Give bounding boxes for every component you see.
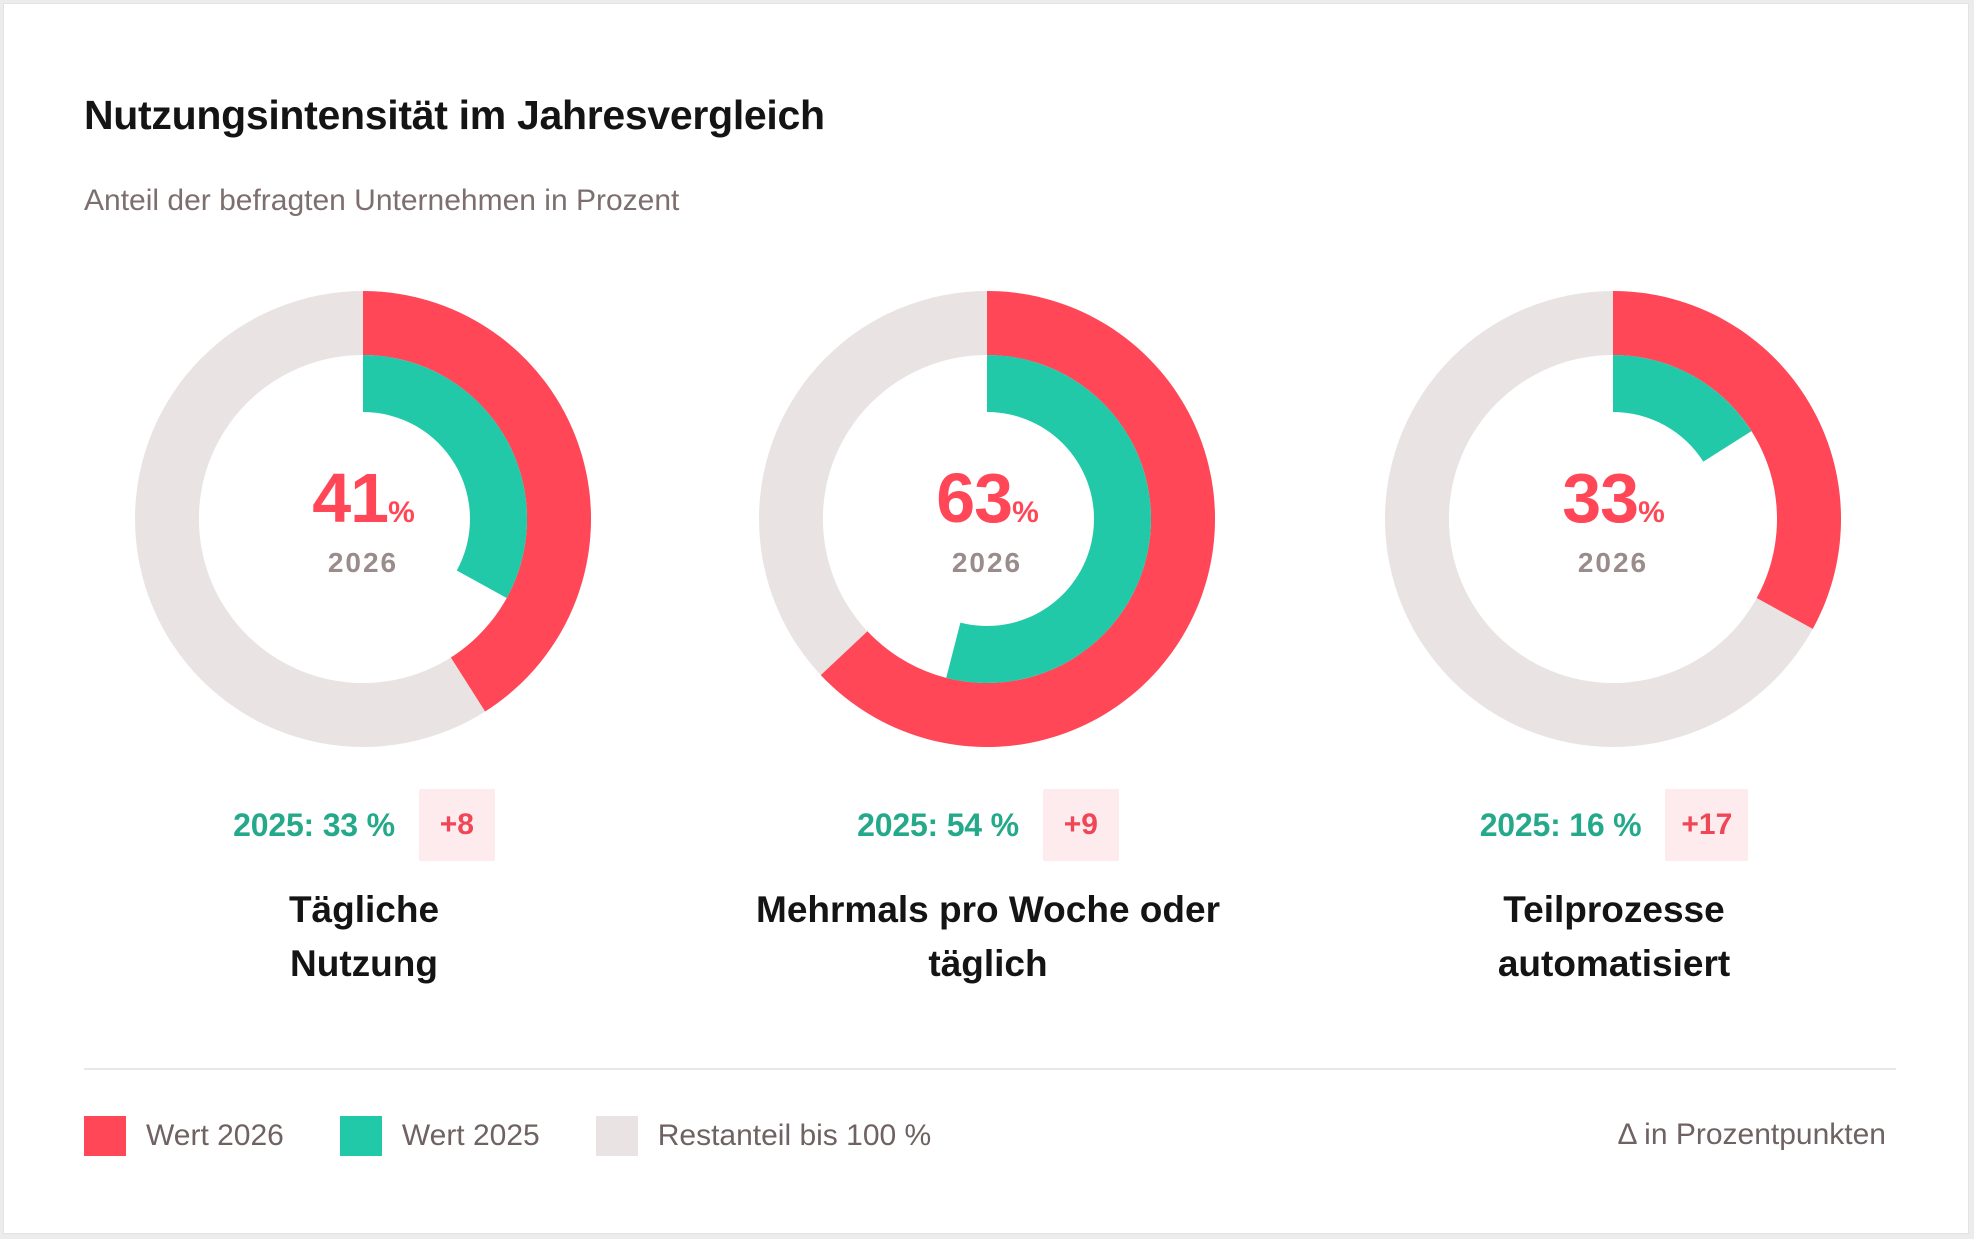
legend-swatch-2025 (339, 1116, 382, 1156)
legend-swatch-remainder (595, 1116, 638, 1156)
panel-daily-use: 2025: 33 % +8 Tägliche Nutzung (84, 789, 644, 991)
legend-label: Wert 2025 (401, 1119, 540, 1152)
prev-year-row: 2025: 16 % +17 (1334, 789, 1894, 861)
legend-label: Restanteil bis 100 % (657, 1119, 932, 1152)
center-year-label: 2026 (328, 547, 398, 578)
center-value-label: 33% (1562, 459, 1664, 537)
category-label-line: Teilprozesse (1503, 889, 1725, 930)
panel-automated-processes: 2025: 16 % +17 Teilprozesse automatisier… (1334, 789, 1894, 991)
legend-divider (84, 1068, 1896, 1070)
center-unit: % (1012, 496, 1038, 529)
category-label-line: Tägliche (288, 889, 440, 930)
prev-year-row: 2025: 54 % +9 (708, 789, 1268, 861)
center-value: 33 (1562, 459, 1638, 537)
category-label: Tägliche Nutzung (84, 883, 644, 991)
legend-item-2025: Wert 2025 (339, 1116, 540, 1156)
donut-charts: 41% 2026 63% 2026 33% 2026 (135, 291, 1842, 748)
center-value: 63 (936, 459, 1012, 537)
category-label: Teilprozesse automatisiert (1334, 883, 1894, 991)
delta-badge: +17 (1665, 789, 1749, 861)
center-unit: % (1638, 496, 1664, 529)
category-label-line: Mehrmals pro Woche oder (756, 889, 1220, 930)
prev-year-row: 2025: 33 % +8 (84, 789, 644, 861)
center-year-label: 2026 (952, 547, 1022, 578)
chart-subtitle: Anteil der befragten Unternehmen in Proz… (84, 184, 680, 217)
category-label-line: automatisiert (1497, 943, 1731, 984)
category-label-line: täglich (928, 943, 1048, 984)
center-value: 41 (312, 459, 388, 537)
delta-badge: +9 (1042, 789, 1119, 861)
center-unit: % (388, 496, 414, 529)
value-2026-arc (1613, 291, 1842, 629)
center-year-label: 2026 (1578, 547, 1648, 578)
delta-badge: +8 (418, 789, 495, 861)
chart-card: Nutzungsintensität im Jahresvergleich An… (3, 3, 1969, 1234)
center-value-label: 41% (312, 459, 414, 537)
category-label: Mehrmals pro Woche oder täglich (708, 883, 1268, 991)
prev-year-label: 2025: 16 % (1479, 806, 1642, 843)
legend: Wert 2026 Wert 2025 Restanteil bis 100 % (84, 1116, 987, 1156)
center-value-label: 63% (936, 459, 1038, 537)
value-2025-arc (1613, 355, 1752, 462)
legend-swatch-2026 (84, 1116, 126, 1156)
legend-item-remainder: Restanteil bis 100 % (595, 1116, 932, 1156)
panel-weekly-use: 2025: 54 % +9 Mehrmals pro Woche oder tä… (708, 789, 1268, 991)
prev-year-label: 2025: 33 % (233, 806, 395, 843)
prev-year-label: 2025: 54 % (857, 806, 1019, 843)
delta-unit-note: Δ in Prozentpunkten (1617, 1118, 1886, 1151)
value-2025-arc (946, 355, 1151, 683)
chart-title: Nutzungsintensität im Jahresvergleich (84, 92, 825, 138)
legend-label: Wert 2026 (146, 1119, 284, 1152)
legend-item-2026: Wert 2026 (84, 1116, 284, 1156)
value-2026-arc (820, 291, 1216, 748)
value-2026-arc (363, 291, 592, 712)
value-2025-arc (363, 355, 527, 599)
category-label-line: Nutzung (290, 943, 438, 984)
